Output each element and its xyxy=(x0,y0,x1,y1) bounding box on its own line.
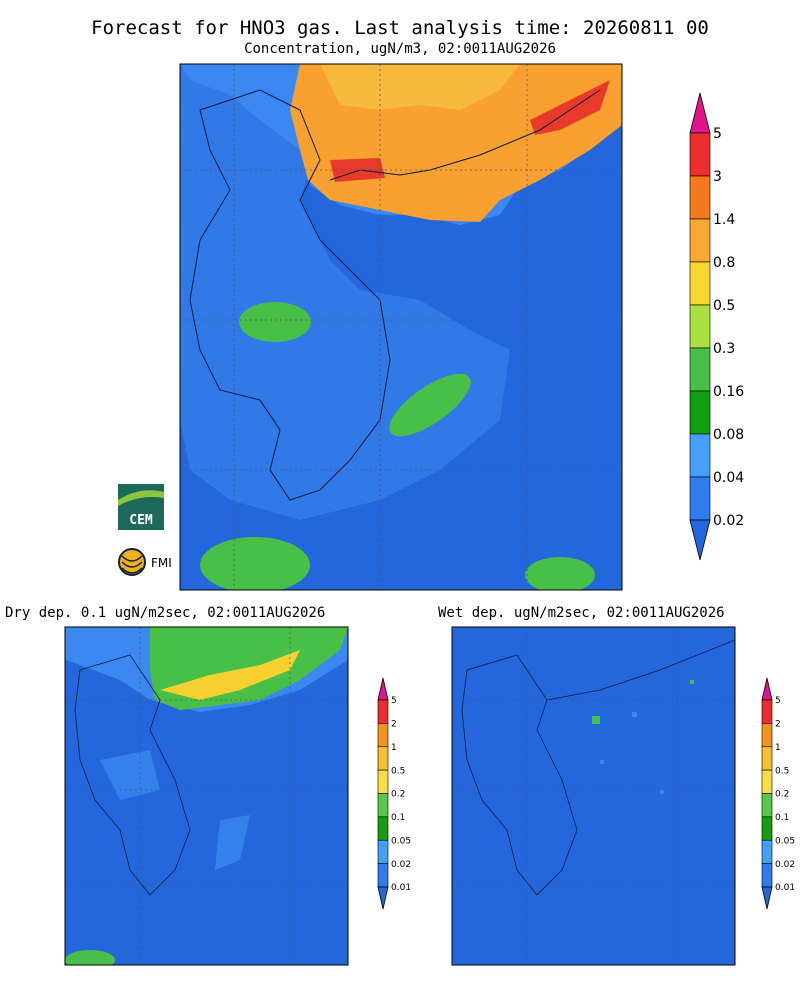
colorbar-band xyxy=(377,816,389,841)
colorbar-band xyxy=(761,793,773,818)
colorbar-label: 2 xyxy=(391,720,397,730)
colorbar-band xyxy=(377,769,389,794)
colorbar-band xyxy=(689,433,711,478)
colorbar-bottom-tip xyxy=(377,886,389,910)
colorbar-label: 0.1 xyxy=(775,813,789,823)
colorbar-label: 0.02 xyxy=(713,513,744,529)
colorbar-label: 0.5 xyxy=(391,766,405,776)
colorbar-label: 0.1 xyxy=(391,813,405,823)
colorbar-band xyxy=(761,746,773,771)
colorbar-label: 5 xyxy=(391,696,397,706)
colorbar-band xyxy=(761,863,773,888)
panel-title: Wet dep. ugN/m2sec, 02:0011AUG2026 xyxy=(438,605,725,621)
main-map-frame xyxy=(179,63,623,591)
colorbar-band xyxy=(689,175,711,220)
colorbar-top-tip xyxy=(377,677,389,701)
colorbar-band xyxy=(377,746,389,771)
colorbar-band xyxy=(761,723,773,748)
colorbar-label: 5 xyxy=(775,696,781,706)
colorbar-label: 1 xyxy=(391,743,397,753)
title: Forecast for HNO3 gas. Last analysis tim… xyxy=(91,17,709,39)
colorbar-band xyxy=(689,390,711,435)
colorbar-label: 0.3 xyxy=(713,341,735,357)
colorbar-top-tip xyxy=(689,92,711,134)
colorbar-label: 0.2 xyxy=(391,790,405,800)
dry-dep-map xyxy=(65,627,348,965)
colorbar-band xyxy=(689,261,711,306)
subtitle: Concentration, ugN/m3, 02:0011AUG2026 xyxy=(244,41,556,57)
panel-title: Dry dep. 0.1 ugN/m2sec, 02:0011AUG2026 xyxy=(5,605,325,621)
colorbar-label: 0.01 xyxy=(391,883,411,893)
colorbar-label: 0.04 xyxy=(713,470,744,486)
colorbar-label: 0.05 xyxy=(775,836,795,846)
dry-dep-frame xyxy=(64,626,349,966)
colorbar-label: 2 xyxy=(775,720,781,730)
colorbar-label: 0.5 xyxy=(775,766,789,776)
colorbar-label: 0.05 xyxy=(391,836,411,846)
colorbar-bottom-tip xyxy=(761,886,773,910)
colorbar-band xyxy=(761,769,773,794)
colorbar-label: 0.16 xyxy=(713,384,744,400)
wet-dep-frame xyxy=(451,626,736,966)
colorbar-band xyxy=(689,347,711,392)
colorbar-label: 0.01 xyxy=(775,883,795,893)
colorbar-label: 1.4 xyxy=(713,212,735,228)
colorbar-label: 3 xyxy=(713,169,722,185)
cem-text: CEM xyxy=(129,513,153,528)
cem-logo: CEM xyxy=(118,484,164,530)
colorbar-label: 0.08 xyxy=(713,427,744,443)
colorbar-top-tip xyxy=(761,677,773,701)
colorbar-bottom-tip xyxy=(689,519,711,561)
colorbar-band xyxy=(761,839,773,864)
wet-dep-map xyxy=(452,627,735,965)
colorbar-band xyxy=(377,723,389,748)
colorbar-band xyxy=(689,304,711,349)
colorbar-label: 0.8 xyxy=(713,255,735,271)
fmi-text: FMI xyxy=(151,556,172,570)
colorbar-band xyxy=(377,839,389,864)
colorbar-label: 1 xyxy=(775,743,781,753)
colorbar-band xyxy=(689,476,711,521)
colorbar-band xyxy=(689,132,711,177)
colorbar-label: 0.02 xyxy=(391,860,411,870)
colorbar-label: 0.5 xyxy=(713,298,735,314)
main-map xyxy=(180,64,622,590)
colorbar-band xyxy=(689,218,711,263)
colorbar-label: 0.02 xyxy=(775,860,795,870)
colorbar-band xyxy=(377,793,389,818)
fmi-logo: FMI xyxy=(118,548,172,576)
colorbar-label: 0.2 xyxy=(775,790,789,800)
colorbar-band xyxy=(377,863,389,888)
colorbar-band xyxy=(377,699,389,724)
colorbar-label: 5 xyxy=(713,126,722,142)
colorbar-band xyxy=(761,816,773,841)
colorbar-band xyxy=(761,699,773,724)
